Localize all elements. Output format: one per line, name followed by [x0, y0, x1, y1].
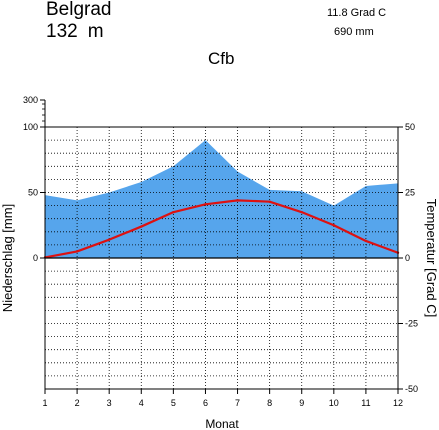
x-tick-label: 3 [107, 398, 112, 408]
elevation-value: 132 [46, 21, 78, 42]
x-tick-label: 7 [235, 398, 240, 408]
right-tick-label: 50 [405, 122, 415, 132]
left-tick-label: 0 [33, 253, 38, 263]
temperature-point [300, 210, 303, 214]
temperature-point [140, 225, 143, 228]
grid [45, 127, 398, 389]
x-tick-label: 10 [329, 398, 339, 408]
temperature-point [332, 224, 336, 227]
temperature-point [75, 250, 79, 253]
station-name: Belgrad [46, 0, 112, 20]
temperature-layer [43, 199, 400, 259]
x-tick-label: 12 [393, 398, 403, 408]
x-tick-label: 4 [139, 398, 144, 408]
temperature-point [236, 199, 239, 202]
elevation-unit: m [87, 21, 104, 42]
x-tick-label: 11 [361, 398, 370, 408]
right-tick-label: -25 [405, 319, 418, 329]
left-tick-label: 100 [23, 122, 38, 132]
temperature-point [364, 239, 368, 243]
right-tick-label: -50 [405, 384, 418, 394]
x-tick-label: 8 [267, 398, 272, 408]
temperature-point [268, 200, 271, 203]
left-tick-label: 50 [28, 188, 38, 198]
temperature-point [172, 210, 175, 214]
x-tick-label: 9 [299, 398, 304, 408]
temperature-point [204, 203, 207, 206]
mean-temperature: 11.8 Grad C [327, 7, 387, 19]
right-tick-label: 25 [405, 188, 415, 198]
climate-classification: Cfb [208, 49, 235, 68]
precipitation-area [45, 140, 398, 258]
right-axis-label: Temperatur [Grad C] [424, 199, 439, 318]
station-elevation: 132 m [46, 22, 104, 41]
right-tick-label: 0 [405, 253, 410, 263]
x-tick-label: 6 [203, 398, 208, 408]
x-tick-label: 2 [75, 398, 80, 408]
axis-labels: Monat Niederschlag [mm] Temperatur [Grad… [0, 199, 439, 430]
x-tick-label: 5 [171, 398, 176, 408]
precipitation-layer [45, 140, 398, 258]
temperature-line [44, 199, 399, 259]
annual-precipitation: 690 mm [334, 26, 374, 38]
x-tick-label: 1 [42, 398, 47, 408]
left-tick-label: 300 [23, 95, 38, 105]
x-axis-label: Monat [205, 417, 239, 430]
left-axis-label: Niederschlag [mm] [0, 204, 15, 312]
temperature-point [107, 238, 111, 241]
